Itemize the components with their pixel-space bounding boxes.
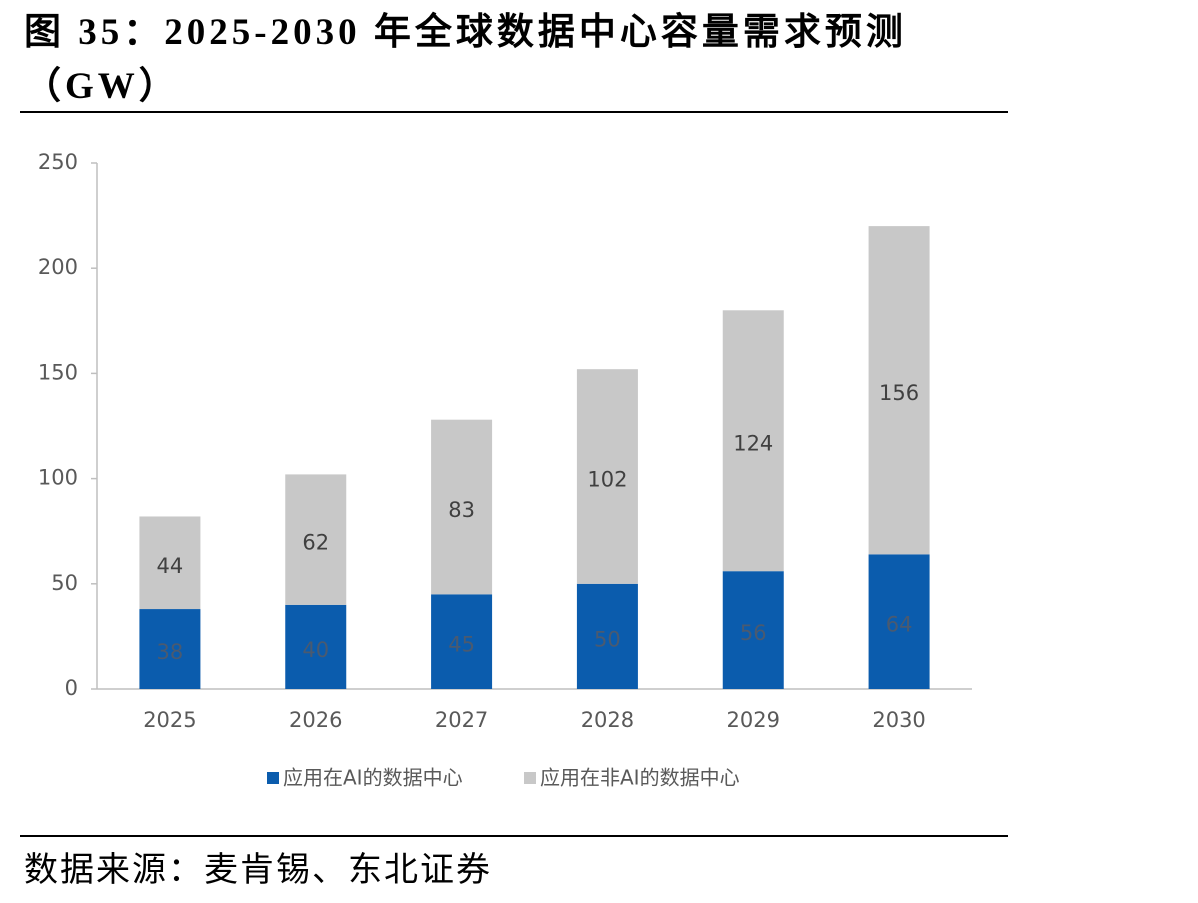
x-tick-label: 2027 [435,708,488,732]
bar-segment [139,516,201,610]
legend-label: 应用在非AI的数据中心 [540,766,740,790]
bar-segment [722,310,784,572]
data-label: 45 [448,633,475,657]
data-label: 40 [302,638,329,662]
data-label: 102 [587,467,627,491]
data-label: 44 [157,554,184,578]
bar-segment [722,571,784,689]
data-label: 64 [886,613,913,637]
y-tick-label: 200 [38,255,78,279]
data-label: 156 [879,381,919,405]
rule [20,111,1008,113]
data-label: 124 [733,432,773,456]
bar-segment [576,583,638,689]
legend-swatch [524,772,536,784]
x-tick-label: 2026 [289,708,342,732]
data-label: 38 [157,640,184,664]
data-label: 50 [594,627,621,651]
source: 数据来源：麦肯锡、东北证券 [24,852,492,889]
data-label: 56 [740,621,767,645]
bar-segment [868,554,930,689]
legend-label: 应用在AI的数据中心 [283,766,463,790]
bar-segment [868,226,930,555]
data-label: 62 [302,531,329,555]
x-tick-label: 2030 [872,708,925,732]
y-tick-label: 50 [51,571,78,595]
bar-segment [431,419,493,595]
y-tick-label: 250 [38,150,78,174]
bar-segment [285,604,347,689]
bar-segment [431,594,493,689]
rule [20,835,1008,837]
data-label: 83 [448,498,475,522]
legend-swatch [267,772,279,784]
bar-segment [576,369,638,584]
chart-title: 图 35：2025-2030 年全球数据中心容量需求预测（GW） [24,12,907,107]
x-tick-label: 2025 [143,708,196,732]
x-tick-label: 2029 [727,708,780,732]
y-tick-label: 150 [38,360,78,384]
x-tick-label: 2028 [581,708,634,732]
bar-segment [285,474,347,605]
bar-segment [139,609,201,689]
y-tick-label: 0 [65,676,78,700]
y-tick-label: 100 [38,466,78,490]
